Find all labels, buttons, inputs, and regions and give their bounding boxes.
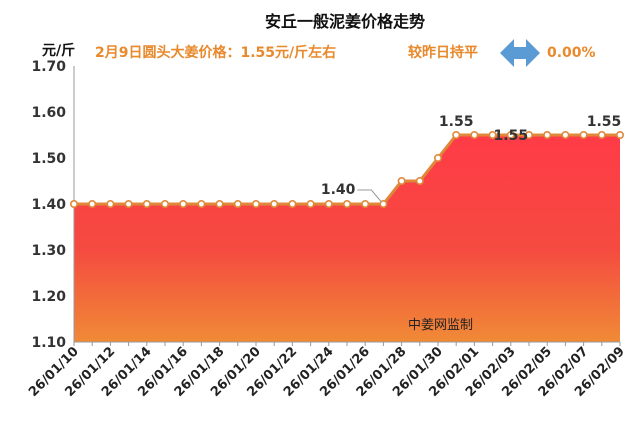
data-point xyxy=(124,200,133,209)
price-area xyxy=(74,135,620,342)
data-point xyxy=(197,200,206,209)
data-point xyxy=(415,177,424,186)
data-point xyxy=(579,131,588,140)
y-tick-label: 1.30 xyxy=(31,243,66,259)
y-tick-label: 1.40 xyxy=(31,197,66,213)
y-tick-label: 1.50 xyxy=(31,151,66,167)
plot-area: 1.101.201.301.401.501.601.7026/01/1026/0… xyxy=(26,59,628,400)
data-point xyxy=(361,200,370,209)
y-tick-label: 1.10 xyxy=(31,335,66,351)
data-label: 1.55 xyxy=(587,114,622,130)
data-point xyxy=(561,131,570,140)
data-label: 1.55 xyxy=(439,114,474,130)
data-point xyxy=(288,200,297,209)
data-point xyxy=(70,200,79,209)
data-point xyxy=(470,131,479,140)
y-tick-label: 1.70 xyxy=(31,59,66,75)
data-point xyxy=(270,200,279,209)
data-point xyxy=(106,200,115,209)
data-point xyxy=(488,131,497,140)
data-point xyxy=(233,200,242,209)
data-point xyxy=(433,154,442,163)
data-point xyxy=(597,131,606,140)
data-point xyxy=(506,131,515,140)
data-point xyxy=(397,177,406,186)
data-point xyxy=(306,200,315,209)
left-right-arrow-icon xyxy=(500,39,540,67)
data-point xyxy=(524,131,533,140)
price-subtitle: 2月9日圆头大姜价格：1.55元/斤左右 xyxy=(95,44,336,61)
data-label: 1.55 xyxy=(494,128,529,144)
y-axis-unit: 元/斤 xyxy=(42,42,75,59)
y-tick-label: 1.60 xyxy=(31,105,66,121)
data-point xyxy=(543,131,552,140)
change-value: 0.00% xyxy=(547,45,596,61)
chart-title: 安丘一般泥姜价格走势 xyxy=(265,12,425,31)
y-tick-label: 1.20 xyxy=(31,289,66,305)
data-point xyxy=(324,200,333,209)
change-label: 较昨日持平 xyxy=(408,44,478,61)
data-point xyxy=(215,200,224,209)
data-point xyxy=(379,200,388,209)
data-point xyxy=(88,200,97,209)
data-point xyxy=(179,200,188,209)
data-label-leader xyxy=(357,189,382,203)
watermark: 中姜网监制 xyxy=(408,318,473,333)
data-point xyxy=(161,200,170,209)
data-label: 1.40 xyxy=(321,182,356,198)
data-point xyxy=(252,200,261,209)
data-point xyxy=(452,131,461,140)
data-point xyxy=(615,131,624,140)
data-point xyxy=(342,200,351,209)
data-point xyxy=(142,200,151,209)
